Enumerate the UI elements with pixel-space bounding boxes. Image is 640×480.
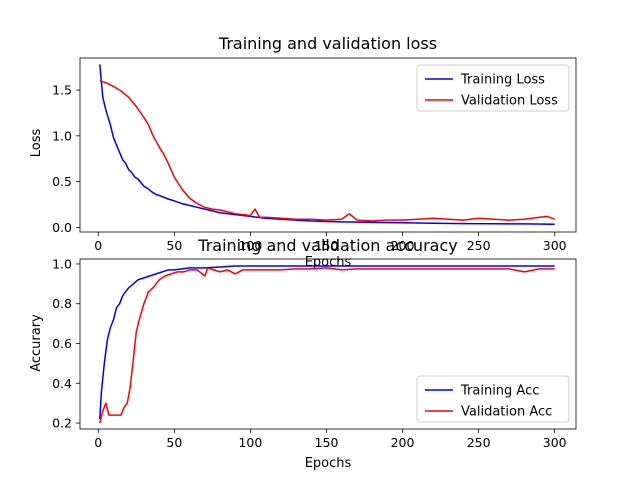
accuracy-x-tick-label: 300	[543, 435, 567, 450]
loss-x-tick-label: 200	[391, 238, 415, 253]
loss-series-training-loss	[99, 64, 555, 225]
accuracy-chart: Training and validation accuracy Accurar…	[29, 236, 577, 471]
loss-x-tick-label: 250	[467, 238, 491, 253]
loss-legend-label-training-loss: Training Loss	[460, 73, 545, 88]
accuracy-legend: Training Acc Validation Acc	[416, 375, 570, 423]
accuracy-x-tick-label: 0	[94, 435, 102, 450]
accuracy-y-tick-label: 0.2	[52, 416, 72, 431]
accuracy-x-tick-label: 100	[238, 435, 262, 450]
loss-y-tick-label: 1.0	[52, 128, 72, 143]
accuracy-x-tick-label: 150	[315, 435, 339, 450]
accuracy-y-tick-label: 0.4	[52, 376, 72, 391]
loss-legend-label-validation-loss: Validation Loss	[461, 94, 558, 109]
accuracy-chart-y-axis-label: Accurary	[29, 314, 44, 372]
accuracy-series-validation-acc	[99, 267, 555, 424]
loss-axes-frame	[79, 57, 577, 233]
loss-x-tick-label: 50	[166, 238, 182, 253]
accuracy-chart-title: Training and validation accuracy	[197, 236, 457, 255]
accuracy-series-training-acc	[99, 265, 555, 420]
loss-x-tick-label: 0	[94, 238, 102, 253]
accuracy-legend-label-validation-acc: Validation Acc	[461, 405, 552, 420]
loss-x-tick-label: 100	[238, 238, 262, 253]
accuracy-x-tick-label: 250	[467, 435, 491, 450]
loss-legend-box	[416, 64, 570, 112]
accuracy-axes-frame	[79, 258, 577, 430]
accuracy-y-tick-label: 1.0	[52, 256, 72, 271]
accuracy-legend-label-training-acc: Training Acc	[460, 384, 539, 399]
loss-x-tick-label: 300	[543, 238, 567, 253]
loss-x-tick-label: 150	[315, 238, 339, 253]
accuracy-chart-x-axis-label: Epochs	[305, 456, 352, 471]
loss-y-tick-label: 0.5	[52, 174, 72, 189]
loss-chart: Training and validation loss Loss Epochs…	[29, 34, 577, 270]
accuracy-y-tick-label: 0.8	[52, 296, 72, 311]
accuracy-legend-box	[416, 375, 570, 423]
accuracy-y-tick-label: 0.6	[52, 336, 72, 351]
accuracy-x-tick-label: 200	[391, 435, 415, 450]
loss-chart-y-axis-label: Loss	[29, 129, 44, 158]
loss-y-tick-label: 0.0	[52, 220, 72, 235]
loss-legend: Training Loss Validation Loss	[416, 64, 570, 112]
loss-y-tick-label: 1.5	[52, 83, 72, 98]
loss-series-validation-loss	[99, 80, 555, 222]
loss-chart-title: Training and validation loss	[218, 34, 437, 53]
accuracy-x-tick-label: 50	[166, 435, 182, 450]
